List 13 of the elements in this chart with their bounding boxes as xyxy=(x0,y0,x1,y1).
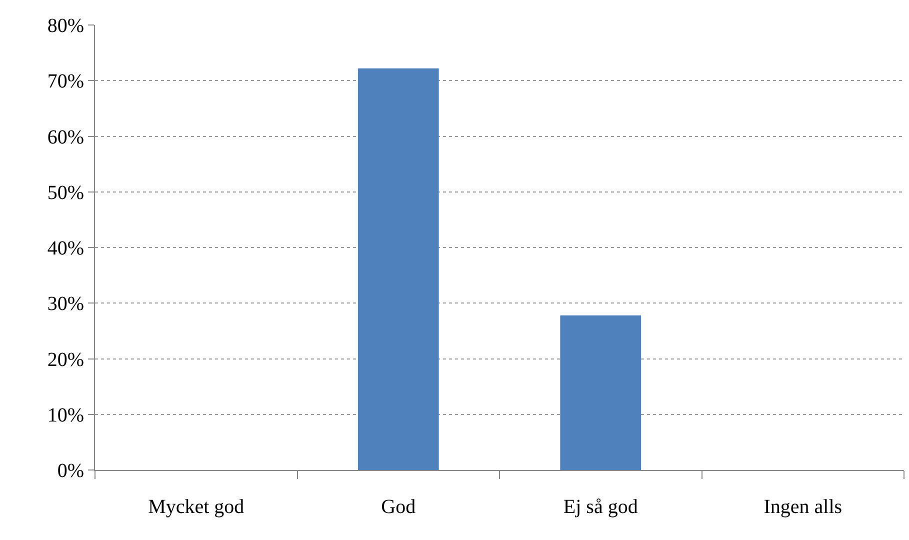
y-tick-label: 0% xyxy=(57,460,84,482)
y-tick-label: 50% xyxy=(47,182,84,204)
y-tick-label: 20% xyxy=(47,348,84,371)
y-tick-label: 60% xyxy=(47,126,84,148)
y-tick-label: 30% xyxy=(47,293,84,316)
x-tick-label: Ej så god xyxy=(563,496,638,518)
y-tick-label: 10% xyxy=(47,404,84,426)
x-tick-label: God xyxy=(381,496,416,518)
x-tick-label: Mycket god xyxy=(148,496,244,518)
y-tick-label: 80% xyxy=(47,15,84,37)
y-tick-label: 40% xyxy=(47,238,84,260)
y-tick-label: 70% xyxy=(47,70,84,93)
x-tick-label: Ingen alls xyxy=(764,496,842,518)
